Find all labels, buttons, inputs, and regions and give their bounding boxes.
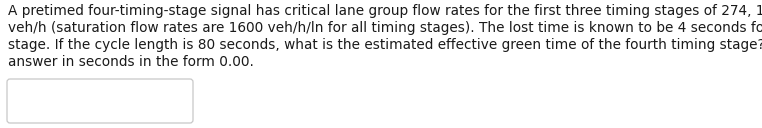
Text: answer in seconds in the form 0.00.: answer in seconds in the form 0.00.: [8, 55, 254, 69]
FancyBboxPatch shape: [7, 79, 193, 123]
Text: stage. If the cycle length is 80 seconds, what is the estimated effective green : stage. If the cycle length is 80 seconds…: [8, 38, 762, 52]
Text: A pretimed four-timing-stage signal has critical lane group flow rates for the f: A pretimed four-timing-stage signal has …: [8, 4, 762, 18]
Text: veh/h (saturation flow rates are 1600 veh/h/ln for all timing stages). The lost : veh/h (saturation flow rates are 1600 ve…: [8, 21, 762, 35]
